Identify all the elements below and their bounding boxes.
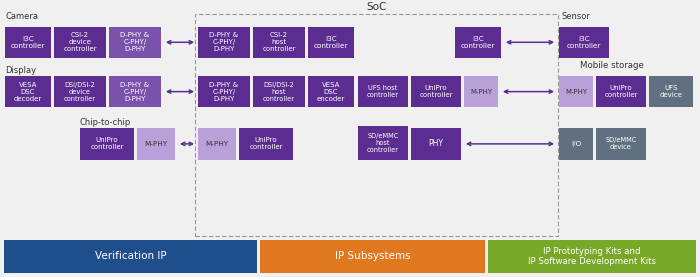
Bar — [596, 76, 646, 107]
Bar — [464, 76, 498, 107]
Text: UniPro
controller: UniPro controller — [90, 137, 124, 150]
Bar — [4, 240, 257, 273]
Bar — [80, 128, 134, 160]
Text: UniPro
controller: UniPro controller — [604, 85, 638, 98]
Bar — [109, 76, 161, 107]
Bar — [109, 27, 161, 58]
Text: D-PHY &
C-PHY/
D-PHY: D-PHY & C-PHY/ D-PHY — [120, 32, 150, 52]
Text: D-PHY &
C-PHY/
D-PHY: D-PHY & C-PHY/ D-PHY — [209, 32, 239, 52]
Bar — [559, 76, 593, 107]
Text: SD/eMMC
device: SD/eMMC device — [606, 137, 637, 150]
Bar — [253, 76, 305, 107]
Bar — [358, 126, 408, 160]
Text: DSI/DSI-2
host
controller: DSI/DSI-2 host controller — [263, 82, 295, 102]
Bar — [198, 27, 250, 58]
Bar — [308, 27, 354, 58]
Text: M-PHY: M-PHY — [565, 89, 587, 95]
Text: SoC: SoC — [366, 2, 386, 12]
Bar — [54, 27, 106, 58]
Bar — [5, 76, 51, 107]
Bar — [239, 128, 293, 160]
Text: Display: Display — [5, 66, 36, 75]
Text: M-PHY: M-PHY — [144, 141, 167, 147]
Bar — [411, 76, 461, 107]
Text: VESA
DSC
decoder: VESA DSC decoder — [14, 82, 42, 102]
Text: Verification IP: Verification IP — [94, 251, 167, 261]
Text: Chip-to-chip: Chip-to-chip — [80, 118, 132, 127]
Text: CSI-2
host
controller: CSI-2 host controller — [262, 32, 295, 52]
Text: I3C
controller: I3C controller — [461, 36, 496, 49]
Bar — [596, 128, 646, 160]
Text: UniPro
controller: UniPro controller — [249, 137, 283, 150]
Text: Sensor: Sensor — [562, 12, 591, 21]
Bar — [411, 128, 461, 160]
Text: UniPro
controller: UniPro controller — [419, 85, 453, 98]
Text: I/O: I/O — [571, 141, 581, 147]
Text: CSI-2
device
controller: CSI-2 device controller — [63, 32, 97, 52]
Bar — [559, 27, 609, 58]
Bar — [195, 14, 558, 235]
Bar — [54, 76, 106, 107]
Text: Mobile storage: Mobile storage — [580, 61, 644, 70]
Text: PHY: PHY — [428, 139, 444, 148]
Text: D-PHY &
C-PHY/
D-PHY: D-PHY & C-PHY/ D-PHY — [209, 82, 239, 102]
Bar — [455, 27, 501, 58]
Text: D-PHY &
C-PHY/
D-PHY: D-PHY & C-PHY/ D-PHY — [120, 82, 150, 102]
Text: IP Prototyping Kits and
IP Software Development Kits: IP Prototyping Kits and IP Software Deve… — [528, 247, 656, 266]
Text: I3C
controller: I3C controller — [314, 36, 349, 49]
Bar — [488, 240, 696, 273]
Bar — [253, 27, 305, 58]
Bar — [358, 76, 408, 107]
Text: M-PHY: M-PHY — [470, 89, 492, 95]
Bar — [137, 128, 175, 160]
Text: M-PHY: M-PHY — [205, 141, 229, 147]
Bar — [260, 240, 485, 273]
Bar — [198, 76, 250, 107]
Text: I3C
controller: I3C controller — [567, 36, 601, 49]
Text: VESA
DSC
encoder: VESA DSC encoder — [317, 82, 345, 102]
Bar — [649, 76, 693, 107]
Bar — [5, 27, 51, 58]
Bar — [308, 76, 354, 107]
Text: DSI/DSI-2
device
controller: DSI/DSI-2 device controller — [64, 82, 96, 102]
Bar — [559, 128, 593, 160]
Text: SD/eMMC
host
controller: SD/eMMC host controller — [367, 133, 399, 153]
Text: UFS
device: UFS device — [659, 85, 682, 98]
Text: Camera: Camera — [5, 12, 38, 21]
Text: IP Subsystems: IP Subsystems — [335, 251, 410, 261]
Bar — [198, 128, 236, 160]
Text: UFS host
controller: UFS host controller — [367, 85, 399, 98]
Text: I3C
controller: I3C controller — [10, 36, 46, 49]
